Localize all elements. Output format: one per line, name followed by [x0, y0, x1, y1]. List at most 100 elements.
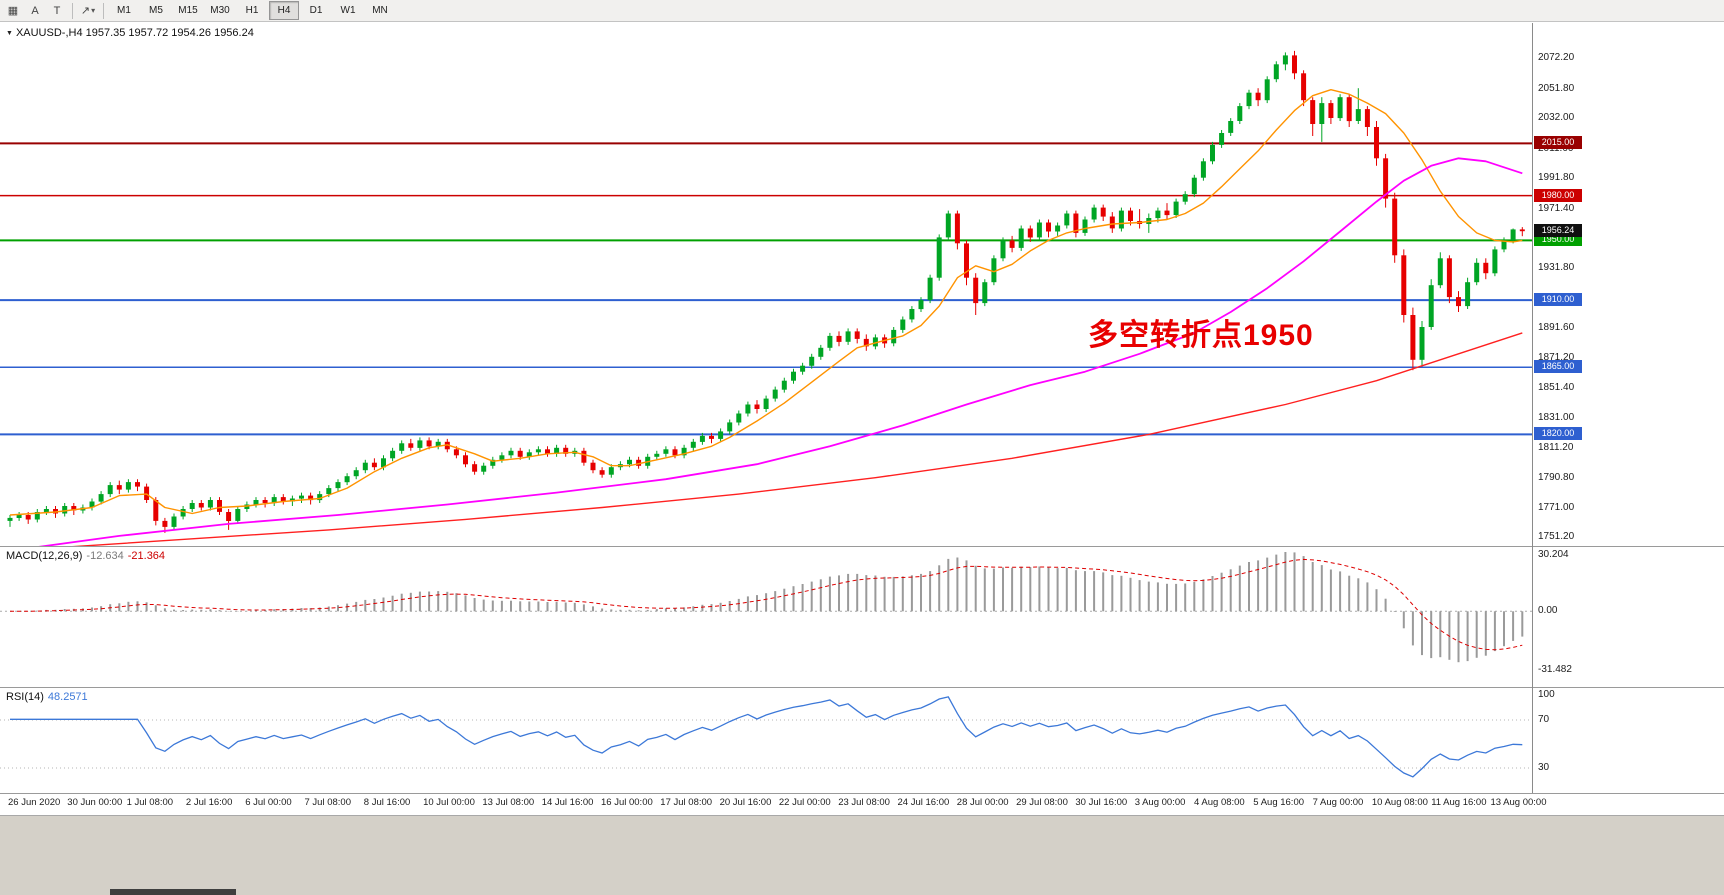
price-tag-1980.00: 1980.00 — [1534, 188, 1582, 202]
line-studies-dropdown[interactable]: ↗ ▾ — [78, 2, 98, 20]
time-axis[interactable]: 26 Jun 2020 30 Jun 00:00 1 Jul 08:00 2 Jul … — [0, 794, 1724, 814]
macd-name: MACD(12,26,9) — [6, 550, 83, 562]
time-axis-label: 30 Jun 00:00 — [67, 797, 123, 808]
time-axis-label: 11 Aug 16:00 — [1431, 797, 1487, 808]
price-axis-label: 1790.80 — [1538, 472, 1575, 483]
rsi-name: RSI(14) — [6, 691, 44, 703]
timeframe-buttons: M1 M5 M15 M30 H1 H4 D1 W1 MN — [108, 1, 396, 20]
time-axis-label: 30 Jul 16:00 — [1075, 797, 1128, 808]
current-price-tag: 1956.24 — [1534, 224, 1582, 238]
price-axis-label: 2051.80 — [1538, 82, 1575, 94]
text-tool-icon[interactable]: T — [53, 4, 61, 17]
time-axis-label: 23 Jul 08:00 — [838, 797, 890, 808]
timeframe-W1[interactable]: W1 — [340, 5, 356, 16]
rsi-title: RSI(14) 48.2571 — [6, 691, 88, 703]
price-axis-label: 1871.20 — [1538, 352, 1575, 363]
time-axis-label: 3 Aug 00:00 — [1134, 797, 1186, 808]
time-axis-label: 4 Aug 08:00 — [1194, 797, 1245, 808]
price-axis-label: 1751.20 — [1538, 531, 1575, 542]
rsi-axis-label: 30 — [1538, 762, 1550, 773]
bottom-strip — [110, 889, 236, 895]
price-axis-label: 1991.80 — [1538, 172, 1575, 183]
time-axis-label: 8 Jul 16:00 — [363, 797, 411, 808]
macd-histogram — [18, 552, 1524, 663]
macd-panel[interactable]: MACD(12,26,9) -12.634 -21.364 — [0, 547, 1532, 687]
price-tag-1820.00: 1820.00 — [1534, 427, 1582, 441]
collapse-triangle-icon[interactable]: ▼ — [6, 30, 13, 37]
rsi-axis-label: 70 — [1538, 714, 1550, 725]
price-axis-label: 1811.20 — [1538, 441, 1574, 453]
time-axis-label: 22 Jul 00:00 — [778, 797, 831, 808]
macd-title: MACD(12,26,9) -12.634 -21.364 — [6, 550, 165, 562]
time-axis-label: 29 Jul 08:00 — [1016, 797, 1068, 808]
time-axis-label: 6 Jul 00:00 — [245, 797, 292, 808]
toolbar-separator — [72, 2, 73, 19]
cursor-a-icon[interactable]: A — [31, 4, 39, 17]
macd-signal-line — [10, 558, 1523, 651]
arrow-tool-icon: ↗ — [80, 5, 91, 17]
symbol-ohlc-text: XAUUSD-,H4 1957.35 1957.72 1954.26 1956.… — [15, 27, 254, 39]
time-axis-label: 5 Aug 16:00 — [1253, 797, 1305, 808]
time-axis-label: 7 Jul 08:00 — [304, 797, 351, 808]
price-axis-label: 2032.00 — [1538, 112, 1575, 124]
axis-separator — [1532, 23, 1533, 793]
price-axis-label: 1831.00 — [1538, 412, 1575, 423]
ma-mid-line[interactable] — [10, 157, 1523, 546]
timeframe-M30[interactable]: M30 — [210, 5, 230, 16]
panel-separator[interactable] — [0, 546, 1724, 547]
price-axis-label: 1891.60 — [1538, 321, 1575, 333]
time-axis-label: 14 Jul 16:00 — [541, 797, 594, 808]
ma-fast-line[interactable] — [9, 88, 1523, 516]
rsi-line — [10, 696, 1523, 778]
ma-slow-line[interactable] — [56, 332, 1523, 546]
price-axis-label: 1971.40 — [1538, 202, 1575, 214]
rsi-axis[interactable]: 100 70 30 — [1533, 688, 1724, 793]
timeframe-D1[interactable]: D1 — [309, 5, 323, 16]
time-axis-label: 28 Jul 00:00 — [956, 797, 1009, 808]
macd-axis-label: 30.204 — [1538, 549, 1569, 560]
timeframe-H1[interactable]: H1 — [245, 5, 259, 16]
status-area — [0, 815, 1724, 895]
chart-window-icon[interactable]: ▦ — [7, 5, 19, 17]
macd-signal-value: -21.364 — [127, 550, 166, 562]
price-tag-1865.00: 1865.00 — [1534, 360, 1582, 374]
time-axis-label: 10 Jul 00:00 — [423, 797, 475, 808]
timeframe-M5[interactable]: M5 — [149, 5, 163, 16]
price-axis[interactable]: 2072.202051.802032.002011.601991.801971.… — [1533, 23, 1724, 546]
price-axis-label: 1771.00 — [1538, 501, 1575, 513]
rsi-value: 48.2571 — [47, 691, 88, 703]
timeframe-M15[interactable]: M15 — [178, 5, 198, 16]
price-axis-label: 1931.80 — [1538, 261, 1575, 273]
macd-axis[interactable]: 30.204 0.00 -31.482 — [1533, 547, 1724, 687]
chart-annotation-text[interactable]: 多空转折点1950 — [1088, 319, 1314, 352]
rsi-chart-canvas[interactable] — [0, 688, 1532, 793]
macd-axis-label: -31.482 — [1538, 664, 1572, 675]
panel-separator[interactable] — [0, 687, 1724, 688]
price-axis-label: 2072.20 — [1538, 52, 1575, 64]
time-axis-label: 7 Aug 00:00 — [1312, 797, 1364, 808]
top-toolbar: ▦ A T ↗ ▾ M1 M5 M15 M30 H1 H4 D1 W1 MN — [0, 0, 1724, 22]
price-tag-2015.00: 2015.00 — [1534, 136, 1582, 150]
candlestick-chart-canvas[interactable] — [0, 23, 1532, 546]
symbol-title: ▼ XAUUSD-,H4 1957.35 1957.72 1954.26 1956… — [6, 27, 254, 39]
main-chart-panel[interactable]: ▼ XAUUSD-,H4 1957.35 1957.72 1954.26 1956… — [0, 23, 1532, 546]
macd-main-value: -12.634 — [86, 550, 124, 562]
timeframe-MN[interactable]: MN — [372, 5, 388, 16]
time-axis-label: 20 Jul 16:00 — [719, 797, 772, 808]
time-axis-label: 2 Jul 16:00 — [185, 797, 233, 808]
rsi-axis-label: 100 — [1538, 689, 1555, 700]
timeframe-M1[interactable]: M1 — [117, 5, 131, 16]
chevron-down-icon: ▾ — [91, 6, 96, 15]
panel-separator — [0, 793, 1724, 794]
timeframe-H4[interactable]: H4 — [269, 1, 299, 20]
macd-chart-canvas[interactable] — [0, 547, 1532, 687]
candles[interactable] — [7, 50, 1525, 533]
rsi-panel[interactable]: RSI(14) 48.2571 — [0, 688, 1532, 793]
time-axis-label: 13 Aug 00:00 — [1490, 797, 1547, 808]
time-axis-label: 26 Jun 2020 — [8, 797, 61, 808]
price-axis-label: 1851.40 — [1538, 381, 1575, 393]
price-tag-1910.00: 1910.00 — [1534, 293, 1582, 307]
macd-axis-label: 0.00 — [1538, 605, 1558, 617]
time-axis-label: 16 Jul 00:00 — [601, 797, 653, 808]
